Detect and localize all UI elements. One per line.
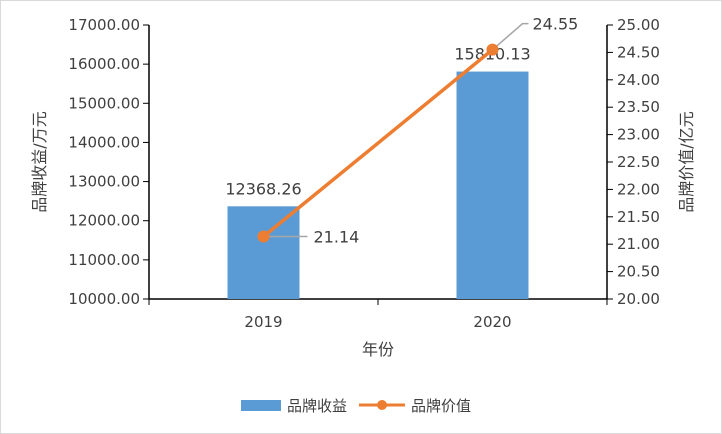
x-tick-label: 2020 xyxy=(473,313,511,331)
left-tick-label: 15000.00 xyxy=(68,94,140,112)
bar-data-label: 12368.26 xyxy=(225,179,301,198)
right-axis-title: 品牌价值/亿元 xyxy=(677,111,696,212)
left-tick-label: 13000.00 xyxy=(68,173,140,191)
right-tick-label: 22.00 xyxy=(617,180,660,198)
left-tick-label: 14000.00 xyxy=(68,133,140,151)
line-data-label: 24.55 xyxy=(533,15,579,34)
legend: 品牌收益 品牌价值 xyxy=(241,397,471,415)
right-tick-label: 24.00 xyxy=(617,71,660,89)
x-axis-ticks: 2019 2020 xyxy=(148,299,608,331)
right-tick-label: 25.00 xyxy=(617,16,660,34)
right-tick-label: 23.00 xyxy=(617,126,660,144)
legend-swatch-marker xyxy=(377,400,387,410)
legend-swatch-bar xyxy=(241,400,281,411)
x-axis-title: 年份 xyxy=(362,340,394,359)
right-tick-label: 20.00 xyxy=(617,290,660,308)
right-tick-label: 24.50 xyxy=(617,43,660,61)
bar xyxy=(456,71,529,299)
left-tick-label: 10000.00 xyxy=(68,290,140,308)
right-tick-label: 20.50 xyxy=(617,263,660,281)
right-tick-label: 22.50 xyxy=(617,153,660,171)
line-data-label: 21.14 xyxy=(314,228,360,247)
line-series-group: 21.14 24.55 xyxy=(257,15,579,247)
line-point xyxy=(486,43,499,56)
legend-label-bar: 品牌收益 xyxy=(287,397,347,415)
line-series xyxy=(262,48,494,238)
left-tick-label: 17000.00 xyxy=(68,16,140,34)
legend-label-line: 品牌价值 xyxy=(411,397,471,415)
left-axis-title: 品牌收益/万元 xyxy=(30,111,49,212)
left-tick-label: 11000.00 xyxy=(68,251,140,269)
right-axis-ticks: 20.00 20.50 21.00 21.50 22.00 22.50 23.00 23.50… xyxy=(607,16,660,308)
left-tick-label: 16000.00 xyxy=(68,55,140,73)
right-tick-label: 21.50 xyxy=(617,208,660,226)
line-leader xyxy=(492,22,529,51)
left-tick-label: 12000.00 xyxy=(68,212,140,230)
bar-labels-group: 12368.2615810.13 xyxy=(225,45,530,199)
x-tick-label: 2019 xyxy=(244,313,282,331)
right-tick-label: 21.00 xyxy=(617,235,660,253)
line-point xyxy=(257,230,270,243)
right-tick-label: 23.50 xyxy=(617,98,660,116)
left-axis-ticks: 10000.00 11000.00 12000.00 13000.00 14000.00… xyxy=(68,16,149,308)
bar xyxy=(227,206,300,299)
bars-group xyxy=(227,71,529,299)
